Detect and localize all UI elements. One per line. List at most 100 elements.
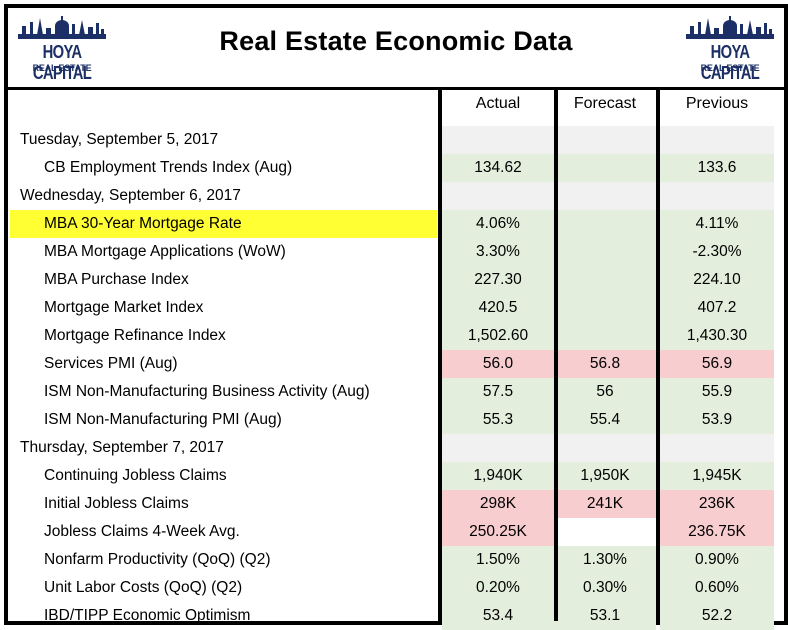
column-header-forecast: Forecast <box>573 95 637 112</box>
table-row: Continuing Jobless Claims 1,940K 1,950K 1,9… <box>8 461 784 490</box>
indicator-label: Nonfarm Productivity (QoQ) (Q2) <box>44 550 271 568</box>
page-title: Real Estate Economic Data <box>219 26 573 56</box>
date-row: Wednesday, September 6, 2017 <box>8 181 784 210</box>
value-previous: 4.11% <box>660 209 774 238</box>
value-previous: 53.9 <box>660 405 774 434</box>
value-actual: 57.5 <box>442 377 554 406</box>
value-forecast: 55.4 <box>554 405 656 434</box>
value-forecast <box>554 433 656 462</box>
table-row: ISM Non-Manufacturing PMI (Aug) 55.3 55.4 5… <box>8 405 784 434</box>
value-actual: 55.3 <box>442 405 554 434</box>
value-previous: 0.90% <box>660 545 774 574</box>
value-forecast <box>554 153 656 182</box>
value-previous: 0.60% <box>660 573 774 602</box>
value-previous <box>660 125 774 154</box>
value-forecast <box>554 209 656 238</box>
table-row: CB Employment Trends Index (Aug) 134.62 13… <box>8 153 784 182</box>
logo-brand-text: HOYA CAPITAL <box>32 42 92 83</box>
value-forecast: 56.8 <box>554 349 656 378</box>
value-actual: 4.06% <box>442 209 554 238</box>
indicator-label: MBA Purchase Index <box>44 270 189 288</box>
value-previous <box>660 181 774 210</box>
indicator-label: CB Employment Trends Index (Aug) <box>44 158 293 176</box>
value-previous: 56.9 <box>660 349 774 378</box>
value-forecast <box>554 517 656 546</box>
indicator-label: Continuing Jobless Claims <box>44 466 227 484</box>
value-actual <box>442 433 554 462</box>
skyline-icon <box>18 16 106 39</box>
column-header-actual: Actual <box>475 95 521 112</box>
column-divider <box>554 90 558 621</box>
indicator-label: ISM Non-Manufacturing Business Activity … <box>44 382 370 400</box>
table-row: MBA 30-Year Mortgage Rate 4.06% 4.11% <box>8 209 784 238</box>
economic-data-table: Actual Forecast Previous Tuesday, Septem… <box>8 90 784 630</box>
logo-brand-text: HOYA CAPITAL <box>700 42 760 83</box>
value-actual: 227.30 <box>442 265 554 294</box>
value-previous: 224.10 <box>660 265 774 294</box>
logo-sub-text: REAL ESTATE <box>700 63 760 73</box>
value-actual: 134.62 <box>442 153 554 182</box>
date-row: Thursday, September 7, 2017 <box>8 433 784 462</box>
value-actual: 3.30% <box>442 237 554 266</box>
table-row: IBD/TIPP Economic Optimism 53.4 53.1 52.2 <box>8 601 784 630</box>
value-actual: 0.20% <box>442 573 554 602</box>
value-actual <box>442 181 554 210</box>
value-previous: 236K <box>660 489 774 518</box>
table-row: ISM Non-Manufacturing Business Activity … <box>8 377 784 406</box>
value-forecast <box>554 125 656 154</box>
indicator-label: MBA 30-Year Mortgage Rate <box>10 209 437 238</box>
table-row: Services PMI (Aug) 56.0 56.8 56.9 <box>8 349 784 378</box>
value-forecast: 0.30% <box>554 573 656 602</box>
value-previous: 52.2 <box>660 601 774 630</box>
table-row: Unit Labor Costs (QoQ) (Q2) 0.20% 0.30% 0.6… <box>8 573 784 602</box>
value-forecast: 241K <box>554 489 656 518</box>
value-actual <box>442 125 554 154</box>
value-actual: 1.50% <box>442 545 554 574</box>
value-actual: 250.25K <box>442 517 554 546</box>
table-row: Nonfarm Productivity (QoQ) (Q2) 1.50% 1.30… <box>8 545 784 574</box>
value-forecast <box>554 181 656 210</box>
value-actual: 1,940K <box>442 461 554 490</box>
value-previous: 407.2 <box>660 293 774 322</box>
column-header-previous: Previous <box>685 95 749 112</box>
indicator-label: MBA Mortgage Applications (WoW) <box>44 242 286 260</box>
table-row: Mortgage Market Index 420.5 407.2 <box>8 293 784 322</box>
skyline-icon <box>686 16 774 39</box>
date-label: Wednesday, September 6, 2017 <box>20 186 241 204</box>
indicator-label: Jobless Claims 4-Week Avg. <box>44 522 240 540</box>
column-divider <box>438 90 442 621</box>
value-actual: 420.5 <box>442 293 554 322</box>
table-row: MBA Purchase Index 227.30 224.10 <box>8 265 784 294</box>
indicator-label: Mortgage Market Index <box>44 298 204 316</box>
value-previous: 133.6 <box>660 153 774 182</box>
hoya-capital-logo: HOYA CAPITAL REAL ESTATE <box>16 14 108 83</box>
value-previous: -2.30% <box>660 237 774 266</box>
value-forecast <box>554 265 656 294</box>
column-header-row: Actual Forecast Previous <box>8 90 784 118</box>
column-divider <box>656 90 660 621</box>
hoya-capital-logo: HOYA CAPITAL REAL ESTATE <box>684 14 776 83</box>
value-forecast: 1.30% <box>554 545 656 574</box>
report-header: HOYA CAPITAL REAL ESTATE Real Estate Eco… <box>8 8 784 90</box>
value-previous: 236.75K <box>660 517 774 546</box>
value-forecast: 56 <box>554 377 656 406</box>
value-previous: 1,945K <box>660 461 774 490</box>
date-label: Thursday, September 7, 2017 <box>20 438 224 456</box>
value-actual: 53.4 <box>442 601 554 630</box>
table-row: Jobless Claims 4-Week Avg. 250.25K 236.75K <box>8 517 784 546</box>
table-row: Mortgage Refinance Index 1,502.60 1,430.30 <box>8 321 784 350</box>
indicator-label: ISM Non-Manufacturing PMI (Aug) <box>44 410 282 428</box>
indicator-label: Mortgage Refinance Index <box>44 326 226 344</box>
indicator-label: IBD/TIPP Economic Optimism <box>44 606 251 624</box>
report-frame: HOYA CAPITAL REAL ESTATE Real Estate Eco… <box>4 4 788 630</box>
table-row: MBA Mortgage Applications (WoW) 3.30% -2.3… <box>8 237 784 266</box>
indicator-label: Services PMI (Aug) <box>44 354 178 372</box>
value-forecast <box>554 237 656 266</box>
date-label: Tuesday, September 5, 2017 <box>20 130 219 148</box>
value-forecast: 53.1 <box>554 601 656 630</box>
table-row: Initial Jobless Claims 298K 241K 236K <box>8 489 784 518</box>
date-row: Tuesday, September 5, 2017 <box>8 125 784 154</box>
value-actual: 298K <box>442 489 554 518</box>
value-previous <box>660 433 774 462</box>
value-actual: 56.0 <box>442 349 554 378</box>
